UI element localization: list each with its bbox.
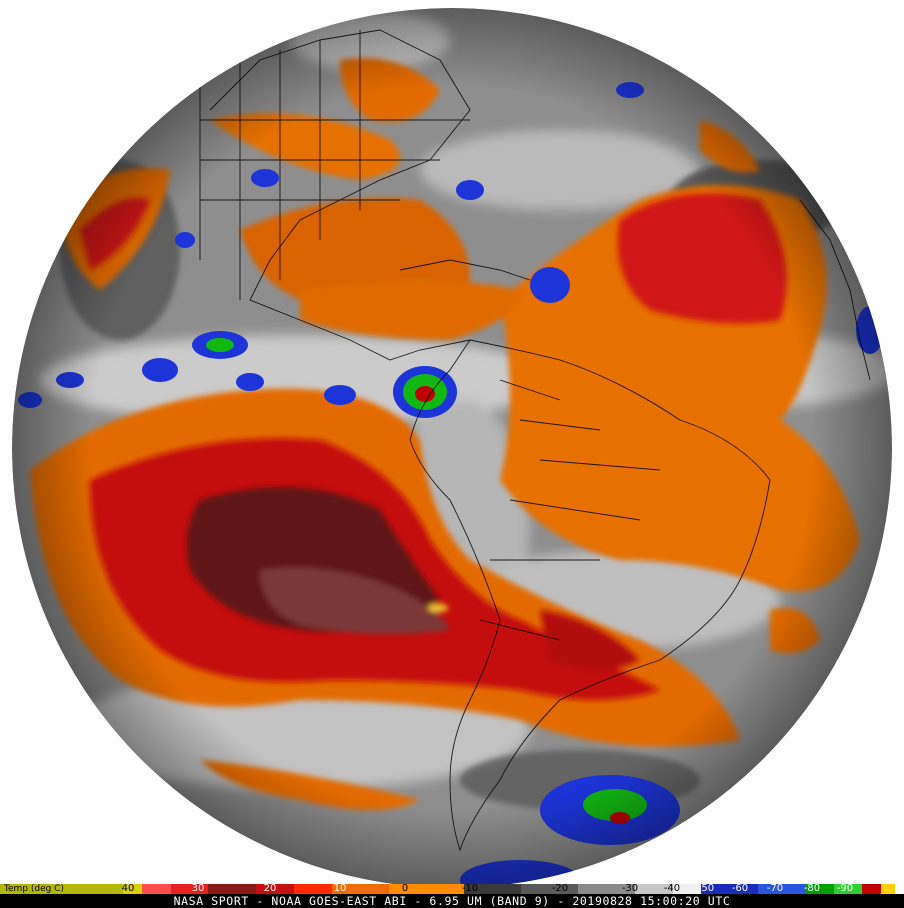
colorbar-tick-label: 10 bbox=[333, 883, 347, 894]
colorbar-tick-label: -70 bbox=[766, 883, 784, 894]
colorbar-segment bbox=[464, 884, 522, 894]
colorbar-segment bbox=[833, 884, 863, 894]
colorbar-tick-label: 20 bbox=[263, 883, 277, 894]
colorbar-segment bbox=[894, 884, 904, 894]
colorbar-tick-label: -10 bbox=[461, 883, 479, 894]
image-caption: NASA SPORT - NOAA GOES-EAST ABI - 6.95 U… bbox=[173, 894, 731, 908]
colorbar-segment bbox=[142, 884, 171, 894]
colorbar-segment bbox=[634, 884, 673, 894]
colorbar-tick-label: 40 bbox=[121, 883, 135, 894]
colorbar bbox=[0, 884, 904, 894]
colorbar-tick-label: -80 bbox=[803, 883, 821, 894]
colorbar-tick-label: -50 bbox=[697, 883, 715, 894]
colorbar-segment bbox=[170, 884, 209, 894]
colorbar-segment bbox=[0, 884, 124, 894]
colorbar-segment bbox=[293, 884, 332, 894]
colorbar-tick-label: -20 bbox=[551, 883, 569, 894]
colorbar-segment bbox=[255, 884, 294, 894]
caption-bar bbox=[0, 894, 904, 908]
colorbar-segment bbox=[521, 884, 579, 894]
colorbar-segment bbox=[758, 884, 806, 894]
colorbar-tick-label: -30 bbox=[621, 883, 639, 894]
colorbar-tick-label: -90 bbox=[836, 883, 854, 894]
colorbar-segment bbox=[208, 884, 256, 894]
colorbar-tick-label: -40 bbox=[663, 883, 681, 894]
colorbar-title: Temp (deg C) bbox=[4, 884, 64, 894]
colorbar-segment bbox=[881, 884, 895, 894]
earth-disk bbox=[12, 8, 892, 888]
colorbar-segment bbox=[862, 884, 882, 894]
colorbar-segment bbox=[123, 884, 143, 894]
colorbar-tick-label: 0 bbox=[401, 883, 409, 894]
colorbar-segment bbox=[388, 884, 465, 894]
colorbar-segment bbox=[331, 884, 389, 894]
colorbar-segment bbox=[805, 884, 834, 894]
colorbar-tick-label: 30 bbox=[191, 883, 205, 894]
colorbar-segment bbox=[672, 884, 702, 894]
colorbar-segment bbox=[578, 884, 635, 894]
colorbar-segment bbox=[701, 884, 759, 894]
colorbar-tick-label: -60 bbox=[731, 883, 749, 894]
